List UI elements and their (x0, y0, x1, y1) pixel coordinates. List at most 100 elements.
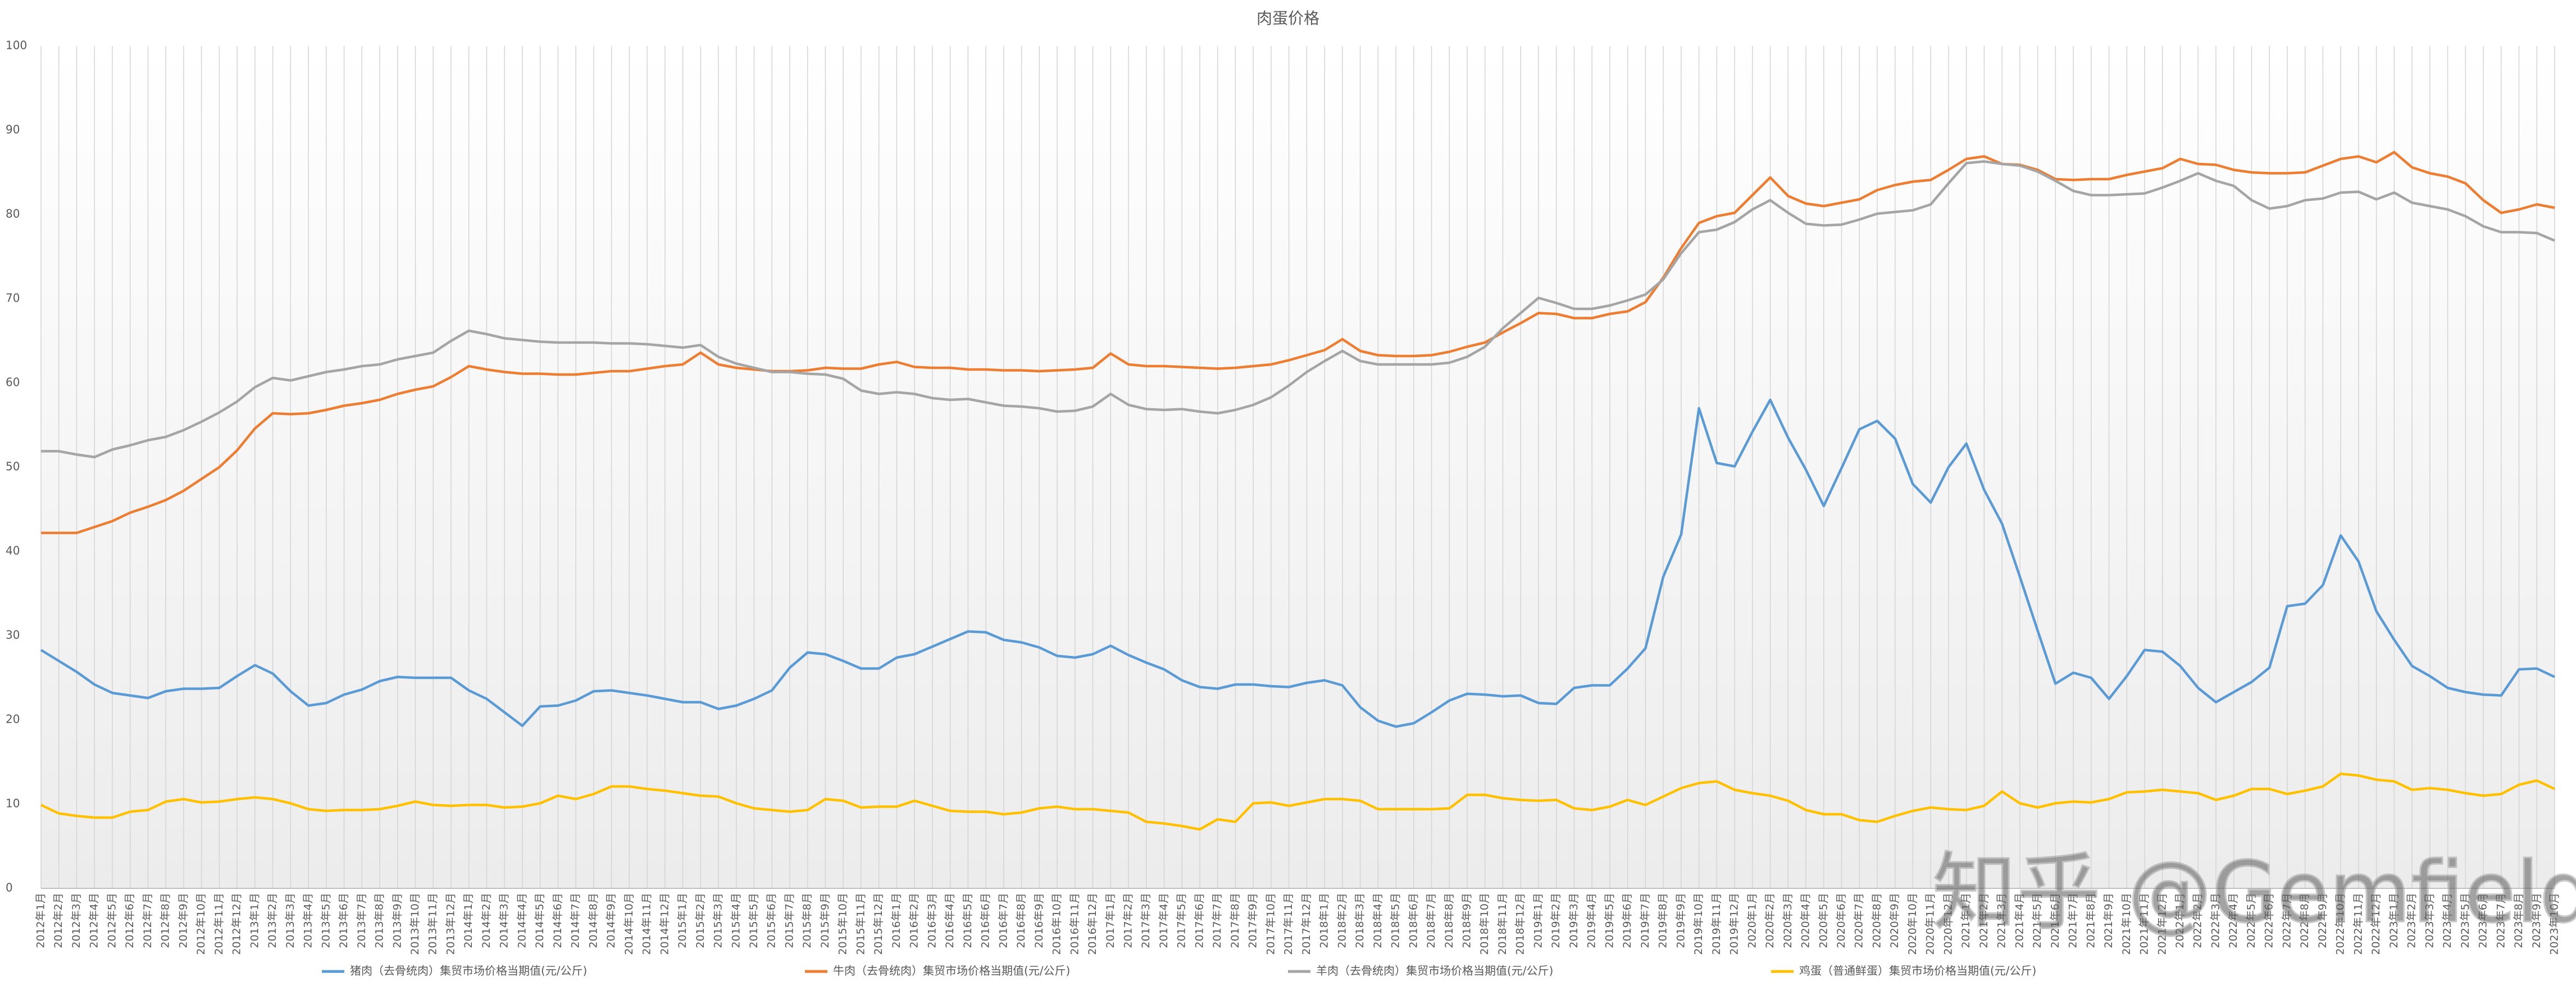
x-tick-label: 2016年9月 (1033, 893, 1045, 948)
x-tick-label: 2018年4月 (1372, 893, 1384, 948)
x-tick-label: 2014年8月 (587, 893, 599, 948)
x-tick-label: 2012年8月 (160, 893, 172, 948)
x-tick-label: 2018年9月 (1461, 893, 1473, 948)
x-tick-label: 2022年3月 (2209, 893, 2222, 948)
x-tick-label: 2022年9月 (2316, 893, 2329, 948)
x-tick-label: 2016年11月 (1068, 893, 1081, 955)
x-tick-label: 2015年8月 (801, 893, 813, 948)
x-tick-label: 2012年1月 (35, 893, 47, 948)
x-tick-label: 2016年7月 (997, 893, 1009, 948)
x-tick-label: 2013年5月 (320, 893, 332, 948)
x-tick-label: 2018年12月 (1514, 893, 1527, 955)
x-tick-label: 2017年1月 (1104, 893, 1117, 948)
x-tick-label: 2021年11月 (2138, 893, 2151, 955)
x-tick-label: 2021年7月 (2067, 893, 2079, 948)
x-tick-label: 2012年9月 (177, 893, 189, 948)
x-tick-label: 2019年5月 (1603, 893, 1615, 948)
x-tick-label: 2018年5月 (1390, 893, 1402, 948)
x-tick-label: 2019年2月 (1550, 893, 1562, 948)
x-tick-label: 2018年2月 (1336, 893, 1348, 948)
x-tick-label: 2015年7月 (783, 893, 795, 948)
x-tick-label: 2020年6月 (1835, 893, 1847, 948)
x-tick-label: 2013年12月 (444, 893, 457, 955)
watermark: 知乎 @Gemfield (1932, 844, 2576, 942)
x-tick-label: 2017年6月 (1193, 893, 1205, 948)
legend: 猪肉（去骨统肉）集贸市场价格当期值(元/公斤) 牛肉（去骨统肉）集贸市场价格当期值… (322, 964, 2036, 978)
y-tick-label: 100 (6, 39, 27, 52)
x-tick-label: 2020年1月 (1746, 893, 1758, 948)
x-tick-label: 2021年3月 (1996, 893, 2008, 948)
x-tick-label: 2023年8月 (2513, 893, 2525, 948)
x-tick-label: 2014年1月 (462, 893, 475, 948)
x-tick-label: 2019年12月 (1728, 893, 1741, 955)
x-tick-label: 2016年5月 (962, 893, 974, 948)
x-tick-label: 2016年12月 (1086, 893, 1099, 955)
x-tick-label: 2014年4月 (516, 893, 528, 948)
legend-label: 羊肉（去骨统肉）集贸市场价格当期值(元/公斤) (1316, 964, 1553, 978)
x-tick-label: 2016年8月 (1015, 893, 1027, 948)
x-tick-label: 2015年2月 (694, 893, 707, 948)
x-tick-label: 2022年6月 (2263, 893, 2275, 948)
x-tick-label: 2015年12月 (872, 893, 885, 955)
x-tick-label: 2012年10月 (195, 893, 207, 955)
x-tick-label: 2019年8月 (1657, 893, 1669, 948)
x-tick-label: 2021年1月 (1960, 893, 1972, 948)
x-tick-label: 2022年8月 (2299, 893, 2311, 948)
x-tick-label: 2021年12月 (2156, 893, 2168, 955)
x-tick-label: 2016年1月 (890, 893, 903, 948)
x-tick-label: 2013年3月 (284, 893, 297, 948)
x-tick-label: 2018年6月 (1407, 893, 1419, 948)
x-tick-label: 2019年1月 (1532, 893, 1544, 948)
y-tick-label: 20 (6, 713, 20, 726)
x-tick-label: 2013年7月 (356, 893, 368, 948)
x-tick-label: 2014年5月 (534, 893, 546, 948)
x-tick-label: 2020年2月 (1764, 893, 1776, 948)
x-tick-label: 2018年7月 (1425, 893, 1437, 948)
x-tick-label: 2022年5月 (2245, 893, 2258, 948)
x-tick-label: 2015年6月 (766, 893, 778, 948)
x-tick-label: 2020年12月 (1942, 893, 1954, 955)
x-tick-label: 2023年5月 (2459, 893, 2472, 948)
chart-title: 肉蛋价格 (1257, 9, 1319, 28)
x-tick-label: 2012年3月 (70, 893, 83, 948)
x-tick-label: 2017年9月 (1247, 893, 1259, 948)
x-tick-label: 2015年1月 (676, 893, 689, 948)
y-tick-label: 30 (6, 628, 20, 642)
x-tick-label: 2023年9月 (2531, 893, 2543, 948)
x-tick-label: 2023年7月 (2495, 893, 2507, 948)
x-tick-label: 2020年8月 (1870, 893, 1883, 948)
x-tick-label: 2018年3月 (1354, 893, 1366, 948)
x-tick-label: 2014年7月 (570, 893, 582, 948)
x-tick-label: 2018年10月 (1478, 893, 1491, 955)
x-tick-label: 2013年10月 (409, 893, 421, 955)
x-tick-label: 2021年4月 (2013, 893, 2026, 948)
x-tick-label: 2015年9月 (819, 893, 831, 948)
x-tick-label: 2020年11月 (1924, 893, 1937, 955)
x-tick-label: 2019年9月 (1674, 893, 1687, 948)
x-tick-label: 2014年10月 (623, 893, 635, 955)
x-tick-label: 2017年7月 (1211, 893, 1223, 948)
x-tick-label: 2020年3月 (1782, 893, 1794, 948)
legend-label: 牛肉（去骨统肉）集贸市场价格当期值(元/公斤) (833, 964, 1070, 978)
x-tick-label: 2014年12月 (658, 893, 671, 955)
y-tick-label: 0 (6, 881, 13, 895)
x-tick-label: 2012年7月 (142, 893, 154, 948)
x-tick-label: 2021年5月 (2031, 893, 2043, 948)
x-tick-label: 2014年2月 (480, 893, 493, 948)
x-tick-label: 2016年6月 (980, 893, 992, 948)
x-tick-label: 2017年8月 (1229, 893, 1241, 948)
x-tick-label: 2022年10月 (2334, 893, 2347, 955)
x-tick-label: 2020年4月 (1800, 893, 1812, 948)
x-tick-label: 2015年3月 (712, 893, 725, 948)
x-tick-label: 2016年3月 (926, 893, 938, 948)
x-tick-label: 2015年4月 (730, 893, 742, 948)
x-tick-label: 2022年11月 (2352, 893, 2364, 955)
x-tick-label: 2018年11月 (1496, 893, 1509, 955)
x-tick-label: 2019年11月 (1710, 893, 1723, 955)
x-tick-label: 2013年6月 (338, 893, 350, 948)
x-tick-label: 2023年6月 (2477, 893, 2489, 948)
x-tick-label: 2023年3月 (2423, 893, 2436, 948)
x-tick-label: 2023年4月 (2441, 893, 2454, 948)
x-tick-label: 2016年2月 (908, 893, 921, 948)
